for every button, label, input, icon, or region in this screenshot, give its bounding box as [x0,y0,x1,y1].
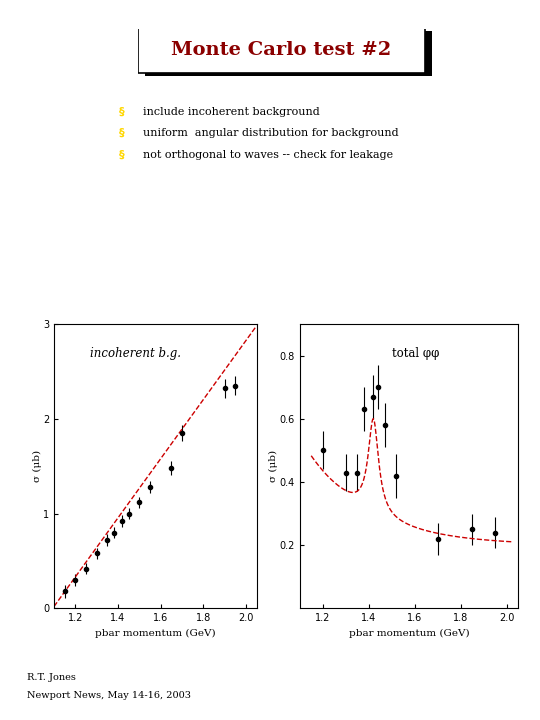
Text: §: § [119,107,125,117]
Y-axis label: σ (μb): σ (μb) [269,450,278,482]
Text: include incoherent background: include incoherent background [143,107,320,117]
Text: total φφ: total φφ [392,347,439,360]
Y-axis label: σ (μb): σ (μb) [32,450,42,482]
Text: incoherent b.g.: incoherent b.g. [90,347,181,360]
X-axis label: pbar momentum (GeV): pbar momentum (GeV) [349,629,469,638]
Text: §: § [119,128,125,138]
Text: §: § [119,150,125,160]
FancyBboxPatch shape [145,31,440,83]
X-axis label: pbar momentum (GeV): pbar momentum (GeV) [95,629,215,638]
Text: Monte Carlo test #2: Monte Carlo test #2 [171,41,392,59]
Text: Newport News, May 14-16, 2003: Newport News, May 14-16, 2003 [27,691,191,701]
Text: uniform  angular distribution for background: uniform angular distribution for backgro… [143,128,399,138]
FancyBboxPatch shape [138,27,424,73]
Text: R.T. Jones: R.T. Jones [27,673,76,683]
Text: not orthogonal to waves -- check for leakage: not orthogonal to waves -- check for lea… [143,150,393,160]
